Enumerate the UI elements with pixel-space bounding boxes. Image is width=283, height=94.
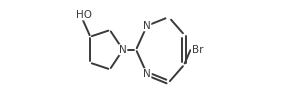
Text: N: N (143, 21, 151, 31)
Text: Br: Br (192, 45, 203, 55)
Text: N: N (119, 45, 127, 55)
Text: HO: HO (76, 10, 92, 20)
Text: N: N (143, 69, 151, 79)
